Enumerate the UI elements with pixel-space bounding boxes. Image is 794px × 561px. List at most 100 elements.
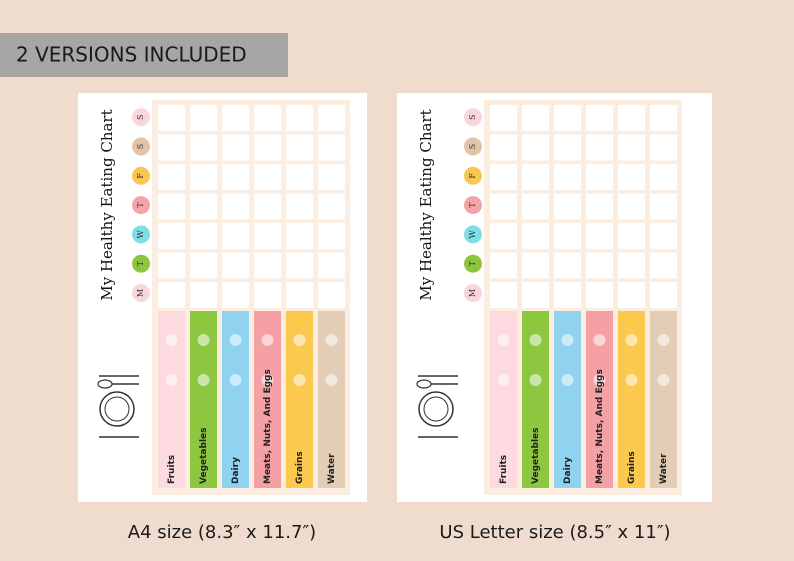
grid-cell bbox=[490, 105, 517, 131]
day-circle bbox=[132, 108, 150, 127]
grid-cell bbox=[190, 282, 217, 308]
day-circle bbox=[464, 196, 482, 215]
grid-cell bbox=[586, 193, 613, 220]
grid-cell bbox=[254, 252, 281, 279]
day-label: T bbox=[468, 260, 477, 266]
day-circle bbox=[464, 137, 482, 156]
grid-cell bbox=[554, 282, 581, 308]
grid-cell bbox=[222, 134, 249, 161]
grid-cell bbox=[522, 252, 549, 279]
grid-cell bbox=[522, 223, 549, 249]
grid-cell bbox=[554, 193, 581, 220]
grid-cell bbox=[254, 164, 281, 190]
grid-cell bbox=[318, 223, 345, 249]
grid-cell bbox=[650, 134, 677, 161]
grid-cell bbox=[318, 105, 345, 131]
grid-cell bbox=[554, 105, 581, 131]
grid-cell bbox=[190, 134, 217, 161]
day-circle bbox=[132, 284, 150, 302]
food-icon bbox=[657, 374, 670, 386]
day-label: S bbox=[136, 144, 145, 149]
grid-cell bbox=[222, 223, 249, 249]
grid-cell bbox=[318, 282, 345, 308]
food-icon bbox=[293, 374, 306, 386]
grid-cell bbox=[586, 252, 613, 279]
food-icon bbox=[325, 374, 338, 386]
size-caption: A4 size (8.3″ x 11.7″) bbox=[128, 522, 316, 543]
category-label: Water bbox=[327, 453, 337, 484]
food-icon bbox=[657, 334, 670, 346]
category-label: Fruits bbox=[167, 455, 177, 484]
grid-cell bbox=[190, 223, 217, 249]
category-label: Dairy bbox=[231, 457, 241, 484]
category-label: Grains bbox=[627, 451, 637, 484]
grid-cell bbox=[522, 282, 549, 308]
grid-cell bbox=[286, 134, 313, 161]
category-label: Meats, Nuts, And Eggs bbox=[263, 369, 273, 484]
grid-cell bbox=[158, 134, 185, 161]
grid-cell bbox=[318, 164, 345, 190]
day-circle bbox=[464, 284, 482, 302]
day-circle bbox=[464, 254, 482, 273]
grid-cell bbox=[522, 134, 549, 161]
grid-cell bbox=[490, 282, 517, 308]
category-label: Water bbox=[659, 453, 669, 484]
chart-title: My Healthy Eating Chart bbox=[98, 109, 116, 300]
food-icon bbox=[165, 374, 178, 386]
food-icon bbox=[497, 374, 510, 386]
food-icon bbox=[325, 334, 338, 346]
food-icon bbox=[561, 334, 574, 346]
banner-text: 2 VERSIONS INCLUDED bbox=[16, 43, 247, 67]
grid-cell bbox=[650, 282, 677, 308]
food-icon bbox=[593, 334, 606, 346]
category-label: Vegetables bbox=[199, 428, 209, 485]
grid-cell bbox=[190, 193, 217, 220]
grid-cell bbox=[158, 164, 185, 190]
food-icon bbox=[625, 334, 638, 346]
grid-cell bbox=[618, 105, 645, 131]
grid-cell bbox=[586, 164, 613, 190]
grid-cell bbox=[618, 223, 645, 249]
banner-box bbox=[0, 33, 288, 77]
food-icon bbox=[261, 374, 274, 386]
day-circle bbox=[132, 225, 150, 244]
grid-cell bbox=[222, 164, 249, 190]
day-circle bbox=[132, 196, 150, 215]
day-label: M bbox=[468, 289, 477, 297]
grid-cell bbox=[490, 252, 517, 279]
food-icon bbox=[261, 334, 274, 346]
grid-cell bbox=[490, 193, 517, 220]
day-label: M bbox=[136, 289, 145, 297]
grid-cell bbox=[554, 164, 581, 190]
day-circle bbox=[464, 108, 482, 127]
day-label: S bbox=[468, 114, 477, 119]
grid-cell bbox=[618, 282, 645, 308]
grid-cell bbox=[158, 105, 185, 131]
grid-cell bbox=[318, 252, 345, 279]
grid-cell bbox=[586, 134, 613, 161]
chart-title: My Healthy Eating Chart bbox=[417, 109, 435, 300]
grid-cell bbox=[522, 193, 549, 220]
grid-cell bbox=[522, 164, 549, 190]
day-circle bbox=[132, 254, 150, 273]
grid-cell bbox=[222, 252, 249, 279]
day-label: S bbox=[468, 144, 477, 149]
day-label: T bbox=[136, 202, 145, 208]
food-icon bbox=[165, 334, 178, 346]
plate bbox=[104, 396, 130, 422]
grid-cell bbox=[190, 105, 217, 131]
plate bbox=[99, 391, 135, 427]
food-icon bbox=[293, 334, 306, 346]
category-label: Grains bbox=[295, 451, 305, 484]
grid-cell bbox=[650, 252, 677, 279]
grid-cell bbox=[650, 223, 677, 249]
grid-cell bbox=[254, 282, 281, 308]
day-label: W bbox=[136, 230, 145, 239]
day-label: T bbox=[468, 202, 477, 208]
grid-cell bbox=[318, 134, 345, 161]
day-circle bbox=[132, 166, 150, 185]
plate bbox=[423, 396, 449, 422]
grid-cell bbox=[490, 134, 517, 161]
food-icon bbox=[625, 374, 638, 386]
food-icon bbox=[561, 374, 574, 386]
